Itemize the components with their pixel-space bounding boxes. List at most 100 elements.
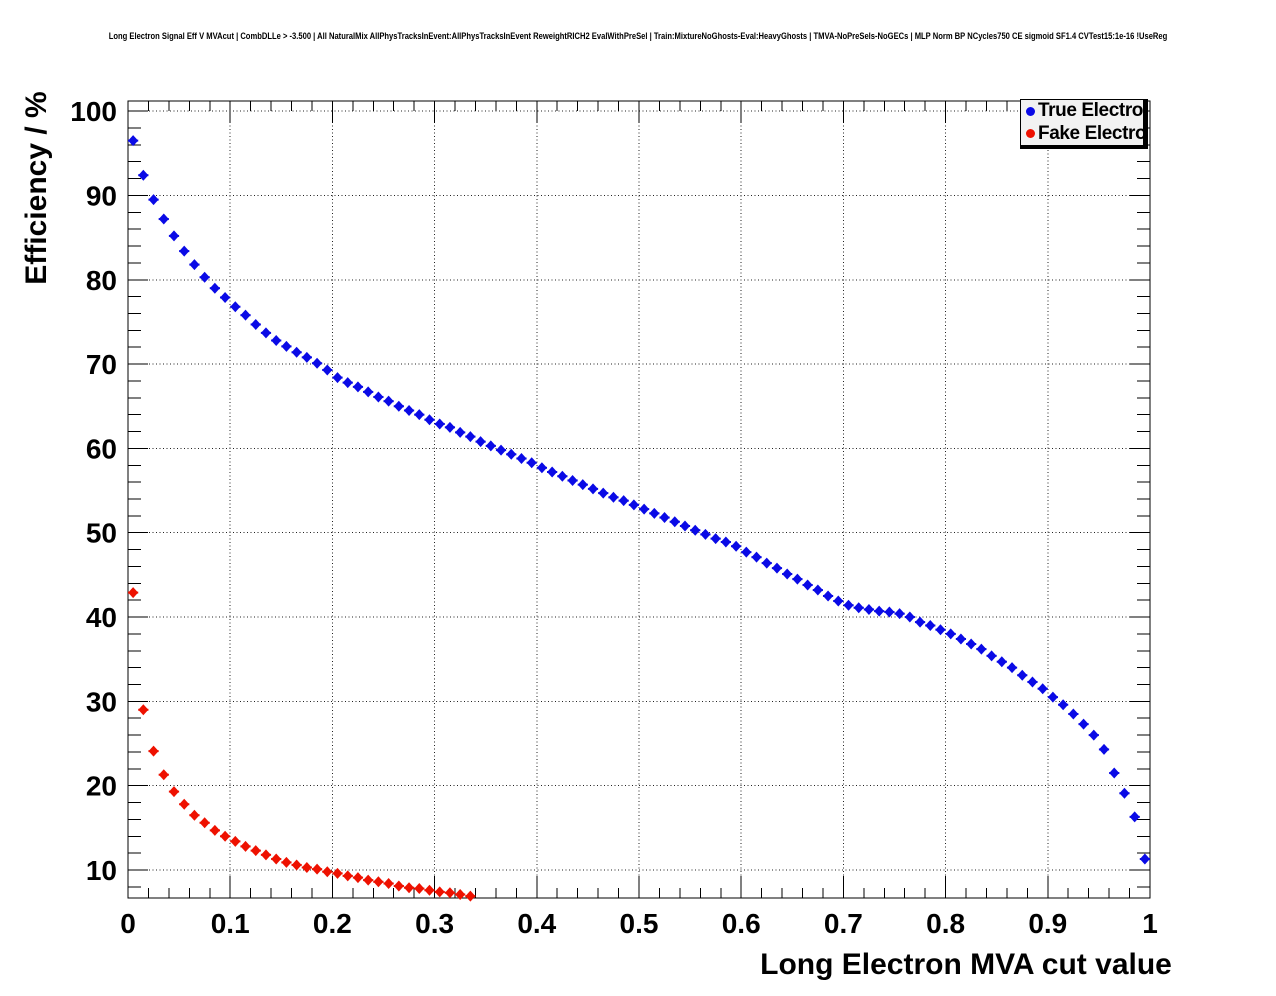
data-point xyxy=(444,421,455,433)
data-point xyxy=(271,853,282,865)
data-point xyxy=(986,650,997,662)
data-point xyxy=(332,867,343,879)
data-point xyxy=(209,282,220,294)
data-point xyxy=(710,533,721,545)
series-true-electron xyxy=(128,135,1150,865)
data-point xyxy=(639,503,650,515)
data-point xyxy=(189,809,200,821)
data-point xyxy=(373,876,384,888)
data-point xyxy=(240,840,251,852)
x-tick-label: 0.1 xyxy=(211,908,250,939)
data-point xyxy=(1017,669,1028,681)
data-point xyxy=(414,409,425,421)
y-tick-label: 60 xyxy=(86,433,117,464)
data-point xyxy=(751,551,762,563)
data-point xyxy=(291,346,302,358)
data-point xyxy=(455,888,466,900)
data-point xyxy=(444,887,455,899)
data-point xyxy=(465,431,476,443)
data-point xyxy=(209,824,220,836)
data-point xyxy=(189,259,200,271)
data-point xyxy=(567,474,578,486)
data-point xyxy=(363,874,374,886)
data-point xyxy=(363,386,374,398)
data-point xyxy=(414,883,425,895)
axis-ticks xyxy=(127,101,1151,898)
data-point xyxy=(1129,811,1140,823)
data-point xyxy=(874,605,885,617)
data-point xyxy=(1007,662,1018,674)
data-point xyxy=(148,745,159,757)
data-point xyxy=(168,230,179,242)
data-point xyxy=(1119,787,1130,799)
y-tick-label: 80 xyxy=(86,265,117,296)
data-point xyxy=(802,579,813,591)
y-tick-label: 90 xyxy=(86,180,117,211)
data-point xyxy=(250,845,261,857)
data-point xyxy=(731,540,742,552)
data-point xyxy=(332,372,343,384)
data-point xyxy=(230,835,241,847)
grid-lines xyxy=(128,101,1150,898)
data-series xyxy=(128,135,1150,902)
data-point xyxy=(373,391,384,403)
legend-marker-icon xyxy=(1026,129,1035,139)
data-point xyxy=(158,769,169,781)
x-tick-label: 0.8 xyxy=(926,908,965,939)
data-point xyxy=(496,444,507,456)
data-point xyxy=(240,309,251,321)
data-point xyxy=(383,395,394,407)
data-point xyxy=(945,628,956,640)
data-point xyxy=(853,602,864,614)
data-point xyxy=(158,213,169,225)
y-tick-label: 100 xyxy=(70,96,117,127)
data-point xyxy=(598,487,609,499)
data-point xyxy=(996,656,1007,668)
y-tick-label: 70 xyxy=(86,349,117,380)
data-point xyxy=(1027,676,1038,688)
data-point xyxy=(148,194,159,206)
data-point xyxy=(281,856,292,868)
data-point xyxy=(741,546,752,558)
data-point xyxy=(271,334,282,346)
data-point xyxy=(1109,767,1120,779)
data-point xyxy=(230,301,241,313)
x-tick-label: 0.7 xyxy=(824,908,863,939)
legend: True Electron Fake Electron xyxy=(1020,99,1148,149)
data-point xyxy=(322,866,333,878)
legend-entry: True Electron xyxy=(1021,100,1143,122)
data-point xyxy=(250,318,261,330)
data-point xyxy=(700,528,711,540)
x-axis-title: Long Electron MVA cut value xyxy=(760,948,1172,981)
data-point xyxy=(1139,853,1150,865)
data-point xyxy=(312,863,323,875)
data-point xyxy=(608,491,619,503)
data-point xyxy=(1078,718,1089,730)
data-point xyxy=(1088,729,1099,741)
data-point xyxy=(168,786,179,798)
data-point xyxy=(1068,708,1079,720)
data-point xyxy=(690,524,701,536)
data-point xyxy=(128,135,139,147)
x-tick-label: 0 xyxy=(120,908,136,939)
data-point xyxy=(352,381,363,393)
x-tick-label: 0.9 xyxy=(1028,908,1067,939)
data-point xyxy=(966,638,977,650)
y-tick-label: 20 xyxy=(86,771,117,802)
data-point xyxy=(628,499,639,511)
legend-label: Fake Electron xyxy=(1038,122,1148,144)
data-point xyxy=(281,340,292,352)
data-point xyxy=(1058,699,1069,711)
data-point xyxy=(935,624,946,636)
x-tick-label: 0.3 xyxy=(415,908,454,939)
data-point xyxy=(516,453,527,465)
data-point xyxy=(526,457,537,469)
y-tick-labels: 10 20 30 40 50 60 70 80 90 100 xyxy=(70,96,117,886)
data-point xyxy=(894,608,905,620)
data-point xyxy=(455,426,466,438)
data-point xyxy=(322,364,333,376)
data-point xyxy=(577,479,588,491)
y-tick-label: 10 xyxy=(86,855,117,886)
legend-label: True Electron xyxy=(1038,100,1148,122)
